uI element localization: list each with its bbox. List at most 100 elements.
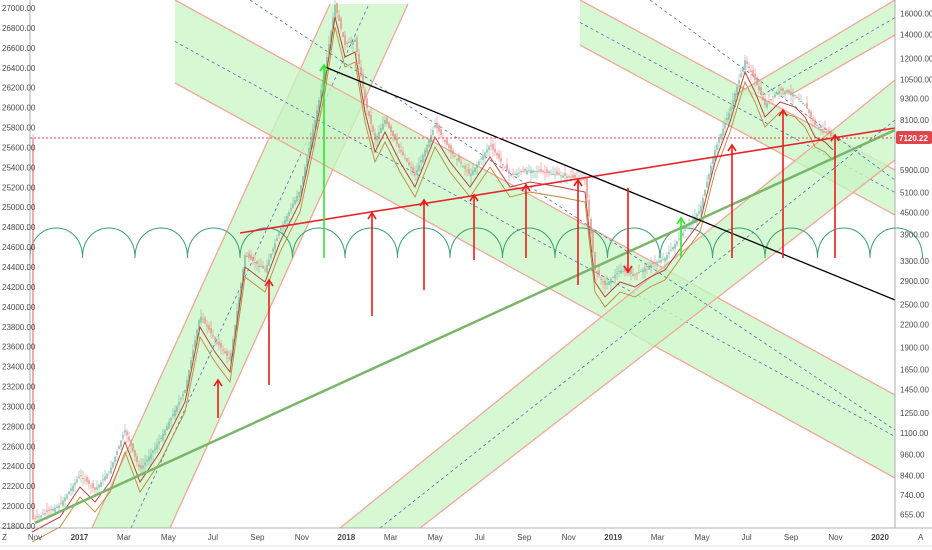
candle-body — [276, 238, 278, 241]
candle-body — [230, 353, 232, 361]
candle-body — [296, 196, 298, 202]
left-tick-label: 26800.00 — [2, 24, 36, 33]
candle-body — [434, 125, 436, 128]
candle-body — [184, 390, 186, 393]
x-month-label: May — [161, 533, 176, 542]
candle-body — [298, 192, 300, 198]
candle-body — [330, 31, 332, 43]
arrow-head — [469, 193, 479, 202]
arrow-head — [419, 198, 429, 207]
candle-body — [272, 248, 274, 252]
candle-body — [238, 297, 240, 312]
left-tick-label: 22200.00 — [2, 482, 36, 491]
candle-body — [36, 515, 38, 518]
candle-body — [414, 173, 416, 175]
candle-body — [244, 255, 246, 270]
candle-body — [210, 328, 212, 334]
candle-body — [702, 198, 704, 208]
candle-body — [300, 185, 302, 194]
candle-body — [706, 182, 708, 188]
candle-body — [166, 426, 168, 431]
candle-body — [372, 125, 374, 132]
candle-body — [412, 167, 414, 172]
candle-body — [520, 171, 522, 173]
candle-body — [772, 96, 774, 98]
candle-body — [410, 166, 412, 169]
candle-body — [798, 98, 800, 100]
candle-body — [734, 93, 736, 102]
candle-body — [490, 145, 492, 147]
candle-body — [102, 479, 104, 481]
candle-body — [786, 89, 788, 93]
candle-body — [334, 5, 336, 18]
right-tick-label: 10500.00 — [900, 76, 932, 85]
candle-body — [288, 212, 290, 216]
candle-body — [478, 161, 480, 165]
candle-body — [604, 280, 606, 285]
candle-body — [650, 264, 652, 268]
zoom-icon: Z — [2, 533, 7, 542]
candle-body — [302, 176, 304, 184]
channel-edge — [419, 159, 896, 529]
candle-body — [132, 443, 134, 452]
candle-body — [626, 272, 628, 273]
left-tick-label: 23000.00 — [2, 402, 36, 411]
candle-body — [482, 155, 484, 160]
arrow-head — [521, 183, 531, 192]
cycle-arc — [764, 227, 818, 259]
candle-body — [720, 134, 722, 140]
trendline-red — [239, 127, 896, 234]
candle-body — [566, 176, 568, 178]
right-tick-label: 3300.00 — [900, 257, 929, 266]
candle-body — [590, 218, 592, 234]
candle-body — [116, 451, 118, 455]
left-tick-label: 27000.00 — [2, 4, 36, 13]
candle-body — [208, 325, 210, 330]
candle-body — [426, 145, 428, 153]
candle-body — [124, 430, 126, 433]
candle-body — [70, 488, 72, 491]
candle-body — [676, 241, 678, 245]
x-year-label: 2020 — [871, 533, 889, 542]
candle-body — [404, 157, 406, 159]
candle-body — [562, 175, 564, 178]
candle-body — [306, 157, 308, 167]
channel-edge — [789, 34, 896, 96]
candle-body — [286, 216, 288, 221]
candle-body — [614, 275, 616, 279]
candle-body — [780, 88, 782, 91]
candle-body — [278, 232, 280, 236]
right-tick-label: 12000.00 — [900, 55, 932, 64]
candle-body — [782, 87, 784, 91]
candle-body — [778, 91, 780, 94]
candle-body — [716, 144, 718, 150]
cycle-arc — [502, 227, 556, 259]
candle-body — [48, 509, 50, 511]
candle-body — [46, 510, 48, 512]
candle-body — [666, 255, 668, 260]
candle-body — [246, 256, 248, 257]
candle-body — [712, 158, 714, 164]
candle-body — [158, 441, 160, 445]
candle-body — [234, 325, 236, 338]
candle-body — [558, 173, 560, 175]
x-month-label: May — [428, 533, 443, 542]
candle-body — [580, 179, 582, 181]
candle-body — [682, 232, 684, 236]
right-tick-label: 2900.00 — [900, 277, 929, 286]
candle-body — [172, 414, 174, 417]
candle-body — [756, 77, 758, 85]
candle-body — [294, 200, 296, 204]
candle-body — [588, 199, 590, 216]
x-year-label: 2019 — [604, 533, 622, 542]
cycle-arc — [554, 227, 608, 259]
candle-body — [92, 483, 94, 488]
x-year-label: 2018 — [337, 533, 355, 542]
candle-body — [696, 214, 698, 218]
candle-body — [530, 170, 532, 174]
channel-edge — [174, 82, 896, 479]
candle-body — [594, 252, 596, 270]
candle-body — [74, 482, 76, 486]
